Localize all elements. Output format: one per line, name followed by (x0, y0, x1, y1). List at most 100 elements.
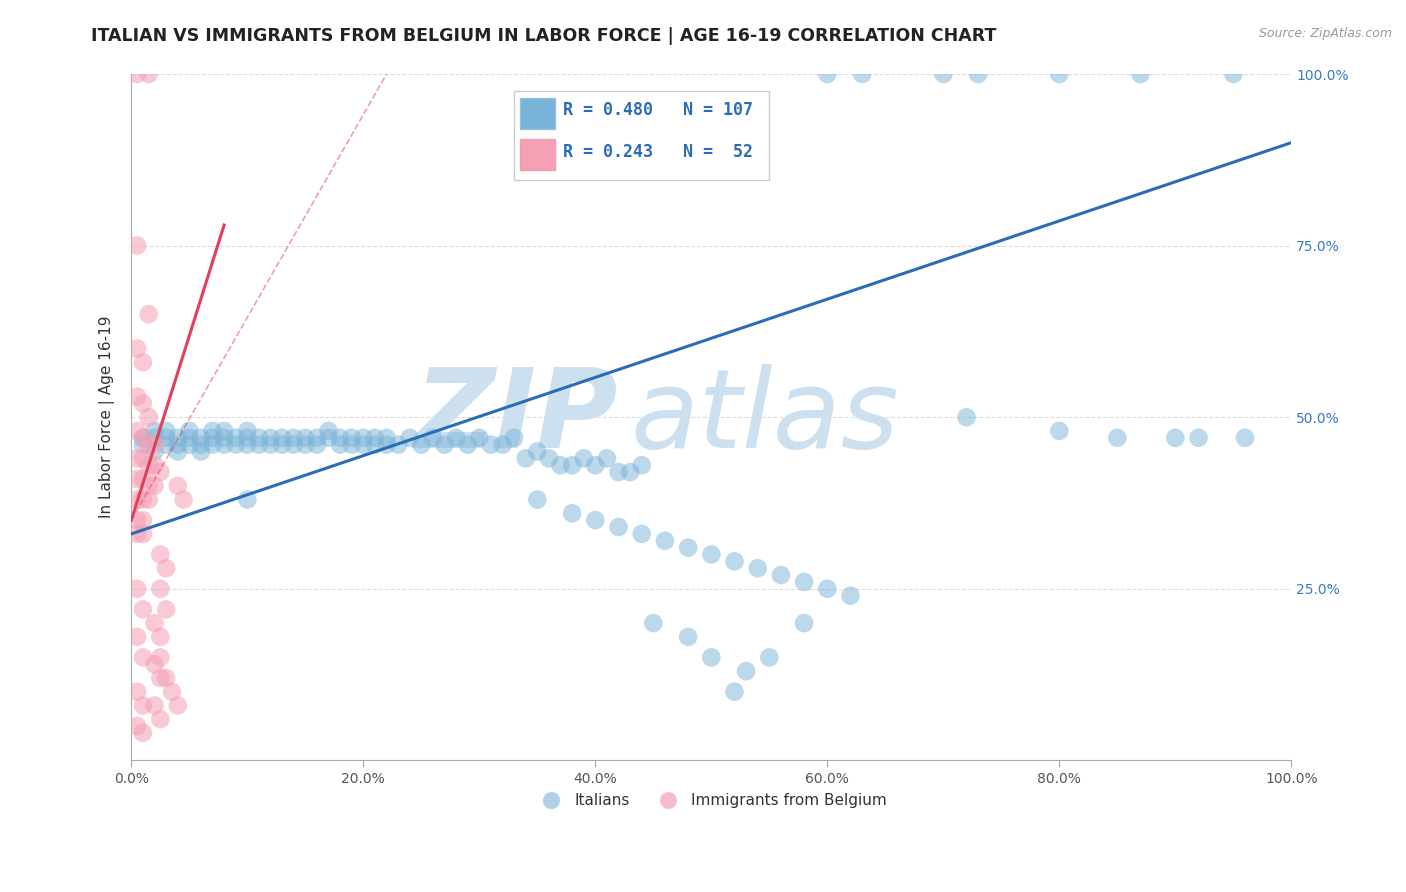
Point (375, 437, 398, 451)
Point (149, 465, 172, 479)
Point (179, 437, 201, 451)
Point (132, 431, 155, 445)
Point (329, 431, 352, 445)
Point (318, 431, 340, 445)
Point (132, 492, 155, 507)
Point (340, 437, 363, 451)
Point (747, 561, 769, 575)
Point (700, 548, 723, 562)
Point (607, 520, 630, 534)
Point (143, 431, 166, 445)
Point (149, 582, 172, 596)
Point (479, 437, 502, 451)
Point (132, 396, 155, 410)
Point (138, 437, 160, 451)
Point (1187, 431, 1209, 445)
Point (271, 437, 294, 451)
FancyBboxPatch shape (515, 91, 769, 180)
Point (444, 431, 467, 445)
Point (329, 437, 352, 451)
Point (318, 424, 340, 438)
Point (138, 458, 160, 473)
Point (190, 437, 212, 451)
Point (364, 437, 387, 451)
Point (758, 650, 780, 665)
Point (132, 451, 155, 466)
Point (630, 527, 652, 541)
Point (201, 437, 224, 451)
Point (212, 437, 235, 451)
Point (143, 424, 166, 438)
Point (259, 437, 281, 451)
FancyBboxPatch shape (520, 139, 555, 170)
Point (932, 67, 955, 81)
Point (364, 431, 387, 445)
Point (851, 67, 873, 81)
Point (143, 444, 166, 458)
Text: ZIP: ZIP (415, 364, 619, 471)
Point (155, 602, 177, 616)
Point (561, 458, 583, 473)
Point (955, 410, 977, 425)
Point (815, 582, 838, 596)
Point (149, 671, 172, 685)
Point (225, 431, 247, 445)
Point (132, 527, 155, 541)
Point (1047, 67, 1070, 81)
Point (143, 698, 166, 713)
Point (422, 431, 444, 445)
Point (201, 431, 224, 445)
Point (676, 630, 699, 644)
Point (190, 431, 212, 445)
Point (561, 506, 583, 520)
Point (132, 698, 155, 713)
Point (305, 431, 328, 445)
Point (630, 458, 652, 473)
Point (127, 238, 149, 252)
Point (271, 431, 294, 445)
Point (132, 602, 155, 616)
Point (375, 431, 398, 445)
Point (839, 589, 862, 603)
Point (572, 451, 595, 466)
Point (127, 630, 149, 644)
Point (352, 437, 374, 451)
Point (138, 67, 160, 81)
Point (160, 685, 183, 699)
Point (723, 554, 745, 568)
Point (143, 437, 166, 451)
Point (132, 472, 155, 486)
Point (700, 650, 723, 665)
Point (155, 671, 177, 685)
Text: atlas: atlas (630, 364, 898, 471)
Point (143, 458, 166, 473)
Point (212, 431, 235, 445)
Text: R = 0.480   N = 107: R = 0.480 N = 107 (562, 102, 752, 120)
Point (352, 431, 374, 445)
Point (1233, 431, 1256, 445)
Legend: Italians, Immigrants from Belgium: Italians, Immigrants from Belgium (530, 788, 893, 814)
Point (127, 685, 149, 699)
Point (138, 410, 160, 425)
Point (433, 437, 456, 451)
Point (149, 650, 172, 665)
Point (143, 616, 166, 631)
Point (583, 458, 606, 473)
Point (138, 479, 160, 493)
Point (166, 444, 188, 458)
Point (166, 479, 188, 493)
Point (155, 424, 177, 438)
Point (132, 437, 155, 451)
Point (619, 465, 641, 479)
Point (294, 437, 316, 451)
Point (225, 437, 247, 451)
Point (305, 437, 328, 451)
Text: Source: ZipAtlas.com: Source: ZipAtlas.com (1258, 27, 1392, 40)
Point (138, 492, 160, 507)
Point (526, 492, 548, 507)
Point (149, 548, 172, 562)
Point (283, 437, 305, 451)
Point (173, 492, 195, 507)
Point (127, 424, 149, 438)
Point (247, 431, 270, 445)
